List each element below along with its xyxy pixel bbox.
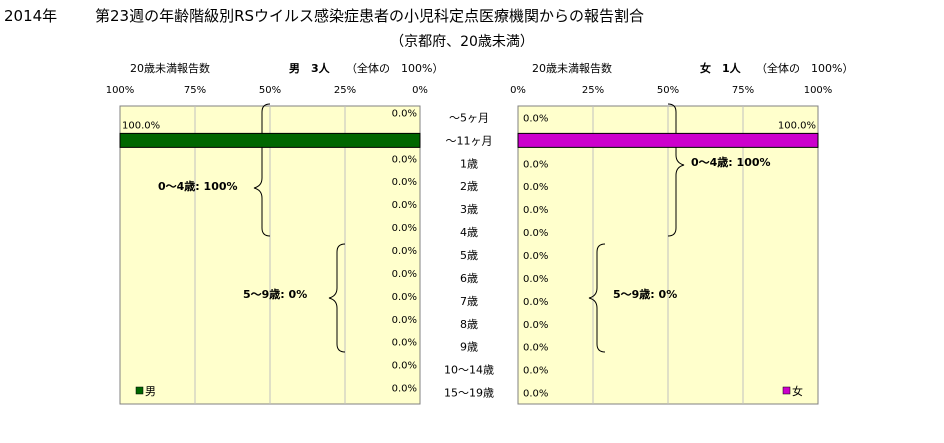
left-x-tick-label: 0% [412, 85, 428, 96]
right-data-label: 0.0% [523, 274, 548, 285]
right-x-tick-label: 25% [582, 85, 604, 96]
left-legend-swatch [135, 386, 144, 395]
category-label: 6歳 [460, 272, 478, 285]
category-label: 3歳 [460, 203, 478, 216]
right-legend-swatch [782, 386, 791, 395]
category-label: 7歳 [460, 295, 478, 308]
right-data-label: 0.0% [523, 251, 548, 262]
left-total-label: （全体の 100%） [346, 61, 443, 75]
category-label: 9歳 [460, 341, 478, 354]
left-data-label: 0.0% [392, 292, 417, 303]
right-bar [517, 132, 819, 148]
right-x-tick-label: 75% [732, 85, 754, 96]
left-data-label: 0.0% [392, 200, 417, 211]
right-data-label: 0.0% [523, 205, 548, 216]
right-group-label-0-4: 0～4歳: 100% [691, 155, 771, 169]
chart-subtitle: （京都府、20歳未満） [390, 34, 534, 50]
category-label: 4歳 [460, 226, 478, 239]
right-total-label: （全体の 100%） [756, 61, 853, 75]
category-label: 5歳 [460, 249, 478, 262]
left-data-label: 0.0% [392, 154, 417, 165]
left-data-label: 100.0% [122, 120, 160, 131]
right-bracket-0-4 [667, 103, 685, 237]
left-bracket-5-9 [328, 243, 346, 353]
right-data-label: 0.0% [523, 320, 548, 331]
left-bar [119, 132, 421, 148]
right-bracket-5-9 [588, 243, 606, 353]
category-label: 10～14歳 [444, 364, 494, 377]
left-data-label: 0.0% [392, 177, 417, 188]
left-report-label: 20歳未満報告数 [130, 62, 210, 75]
right-data-label: 100.0% [778, 120, 816, 131]
right-data-label: 0.0% [523, 228, 548, 239]
left-bracket-0-4 [253, 103, 271, 237]
left-data-label: 0.0% [392, 223, 417, 234]
left-data-label: 0.0% [392, 361, 417, 372]
left-group-label-5-9: 5～9歳: 0% [243, 287, 307, 301]
category-label: 8歳 [460, 318, 478, 331]
right-report-label: 20歳未満報告数 [532, 62, 612, 75]
left-sex-count: 男 3人 [289, 61, 331, 75]
left-data-label: 0.0% [392, 269, 417, 280]
right-group-label-5-9: 5～9歳: 0% [613, 287, 677, 301]
left-x-tick-label: 100% [106, 85, 135, 96]
right-data-label: 0.0% [523, 389, 548, 400]
right-data-label: 0.0% [523, 182, 548, 193]
left-data-label: 0.0% [392, 315, 417, 326]
right-sex-count: 女 1人 [700, 61, 742, 75]
right-x-tick-label: 100% [804, 85, 833, 96]
category-label: 2歳 [460, 180, 478, 193]
right-x-tick-label: 0% [510, 85, 526, 96]
left-data-label: 0.0% [392, 384, 417, 395]
right-data-label: 0.0% [523, 159, 548, 170]
right-legend-label: 女 [792, 384, 803, 398]
right-data-label: 0.0% [523, 343, 548, 354]
left-data-label: 0.0% [392, 338, 417, 349]
left-x-tick-label: 75% [184, 85, 206, 96]
left-group-label-0-4: 0～4歳: 100% [158, 179, 238, 193]
category-label: ～5ヶ月 [449, 111, 489, 124]
year-label: 2014年 [4, 7, 57, 25]
left-x-tick-label: 50% [259, 85, 281, 96]
category-label: 1歳 [460, 157, 478, 170]
chart-title: 第23週の年齢階級別RSウイルス感染症患者の小児科定点医療機関からの報告割合 [95, 7, 644, 25]
right-x-tick-label: 50% [657, 85, 679, 96]
left-legend-label: 男 [145, 385, 156, 398]
category-label: 15～19歳 [444, 387, 494, 400]
right-data-label: 0.0% [523, 366, 548, 377]
left-x-tick-label: 25% [334, 85, 356, 96]
left-data-label: 0.0% [392, 108, 417, 119]
right-data-label: 0.0% [523, 113, 548, 124]
category-label: ～11ヶ月 [446, 134, 493, 147]
left-data-label: 0.0% [392, 246, 417, 257]
right-data-label: 0.0% [523, 297, 548, 308]
